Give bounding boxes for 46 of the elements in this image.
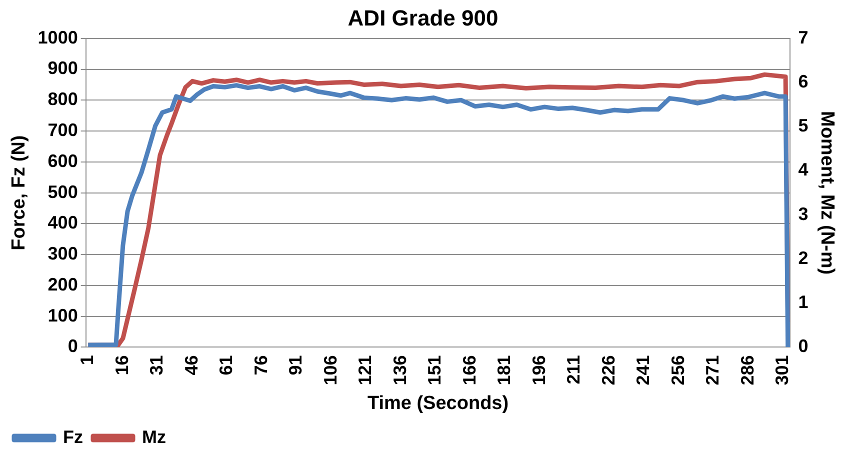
x-tick-label: 301 [772,355,792,386]
y-tick-label: 400 [48,212,78,233]
x-tick-label: 151 [424,355,445,386]
x-tick-label: 16 [112,355,132,376]
x-tick-label: 166 [459,355,480,386]
x-tick-label: 181 [494,355,514,386]
y-tick-label: 1000 [38,27,78,48]
x-tick-label: 1 [77,355,98,366]
y2-tick-label: 7 [798,27,808,48]
x-tick-label: 91 [286,355,306,376]
x-tick-label: 271 [702,355,723,386]
y-tick-label: 100 [48,305,78,326]
y2-tick-label: 0 [798,336,808,356]
x-tick-label: 61 [216,355,236,376]
y-tick-label: 600 [48,150,78,171]
y-tick-label: 0 [68,336,78,356]
x-tick-label: 196 [528,355,549,386]
y-tick-label: 200 [48,274,78,294]
legend-label: Fz [63,426,83,447]
y2-tick-label: 2 [798,248,808,268]
legend-label: Mz [142,426,166,447]
y2-tick-label: 1 [798,292,808,312]
x-tick-label: 31 [146,355,167,376]
y-tick-label: 800 [48,89,78,110]
x-tick-label: 121 [355,355,376,386]
y2-tick-label: 4 [798,160,808,180]
y-tick-label: 300 [48,244,78,264]
y2-axis-title: Moment, Mz (N-m) [816,110,838,275]
x-tick-label: 241 [633,355,654,386]
x-tick-label: 226 [598,355,618,386]
y-axis-title: Force, Fz (N) [8,135,30,250]
y-tick-label: 500 [48,182,78,202]
x-tick-label: 136 [390,355,410,386]
y2-tick-label: 5 [798,116,808,136]
x-axis-title: Time (Seconds) [367,392,509,414]
x-tick-label: 46 [181,355,202,376]
x-tick-label: 256 [668,355,688,386]
y-tick-label: 700 [48,120,78,140]
x-tick-label: 286 [737,355,758,386]
y2-tick-label: 6 [798,71,808,92]
x-tick-label: 76 [250,355,271,376]
y2-tick-label: 3 [798,204,808,224]
y-tick-label: 900 [48,58,78,78]
x-tick-label: 211 [564,355,584,384]
x-tick-label: 106 [320,355,340,386]
chart-title: ADI Grade 900 [348,5,498,30]
